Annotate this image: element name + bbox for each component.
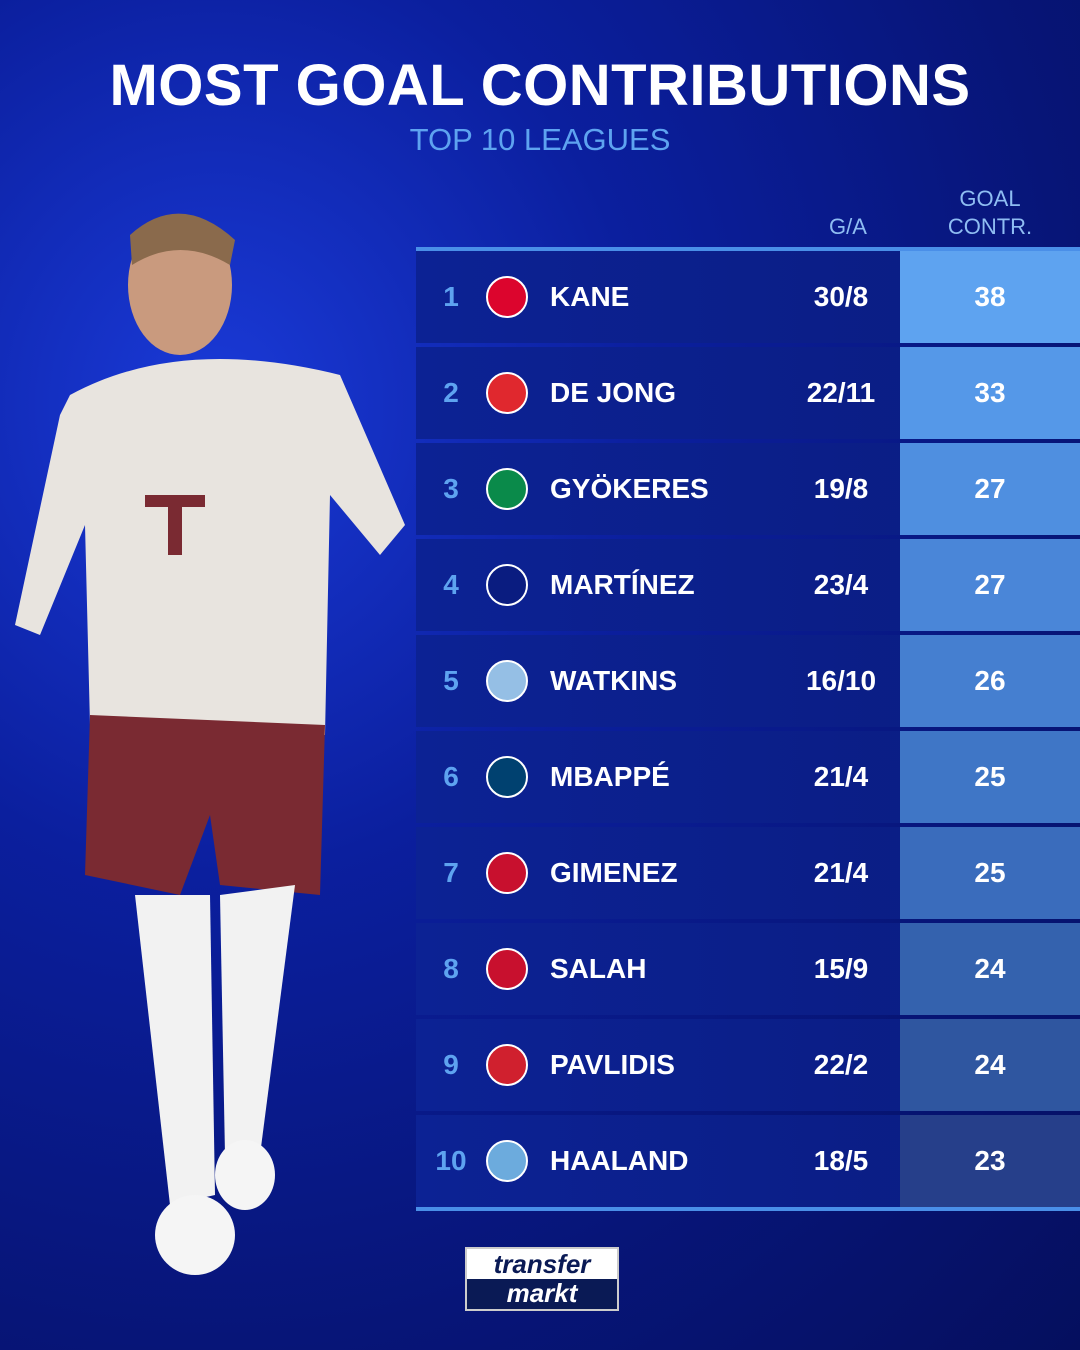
column-header-goal-contr: GOAL CONTR.	[900, 185, 1080, 241]
player-name: HAALAND	[550, 1145, 689, 1176]
goal-contributions: 27	[900, 539, 1080, 631]
player-name: SALAH	[550, 953, 647, 984]
table-row: 6 MBAPPÉ 21/4 25	[416, 731, 1080, 823]
logo-text-line1: transfer	[467, 1249, 617, 1279]
player-name: MBAPPÉ	[550, 761, 670, 792]
table-row: 10 HAALAND 18/5 23	[416, 1115, 1080, 1207]
rank: 8	[443, 953, 459, 984]
goals-assists: 22/2	[813, 1049, 869, 1080]
goal-contributions: 24	[900, 1019, 1080, 1111]
goal-contributions: 27	[900, 443, 1080, 535]
club-crest-icon	[486, 564, 528, 606]
table-row: 7 GIMENEZ 21/4 25	[416, 827, 1080, 919]
rank: 6	[443, 761, 459, 792]
table-row: 5 WATKINS 16/10 26	[416, 635, 1080, 727]
page-subtitle: TOP 10 LEAGUES	[409, 122, 671, 157]
table-top-divider	[416, 247, 1080, 251]
ranking-table: 1 KANE 30/8 38 2 DE JONG 22/11 33 3 GYÖKERES 19/8 2…	[416, 247, 1080, 1211]
table-row: 4 MARTÍNEZ 23/4 27	[416, 539, 1080, 631]
goal-contributions: 33	[900, 347, 1080, 439]
player-name: GYÖKERES	[550, 473, 709, 504]
goals-assists: 19/8	[813, 473, 869, 504]
goal-contributions: 25	[900, 731, 1080, 823]
club-crest-icon	[486, 660, 528, 702]
goals-assists: 22/11	[806, 377, 876, 408]
rank: 10	[435, 1145, 467, 1176]
table-row: 8 SALAH 15/9 24	[416, 923, 1080, 1015]
goal-contributions: 26	[900, 635, 1080, 727]
page-title: MOST GOAL CONTRIBUTIONS	[109, 53, 971, 118]
goal-contributions: 23	[900, 1115, 1080, 1207]
goals-assists: 21/4	[813, 857, 869, 888]
club-crest-icon	[486, 1140, 528, 1182]
goals-assists: 16/10	[805, 665, 877, 696]
logo-text-line2: markt	[506, 1278, 578, 1308]
player-name: DE JONG	[550, 377, 677, 408]
goals-assists: 21/4	[813, 761, 869, 792]
rank: 1	[443, 281, 459, 312]
club-crest-icon	[486, 372, 528, 414]
goals-assists: 18/5	[813, 1145, 869, 1176]
goals-assists: 30/8	[813, 281, 869, 312]
table-row: 3 GYÖKERES 19/8 27	[416, 443, 1080, 535]
player-name: KANE	[550, 281, 630, 312]
rank: 7	[443, 857, 459, 888]
goal-contributions: 25	[900, 827, 1080, 919]
club-crest-icon	[486, 1044, 528, 1086]
player-name: WATKINS	[550, 665, 678, 696]
club-crest-icon	[486, 756, 528, 798]
rank: 3	[443, 473, 459, 504]
goal-contributions: 38	[900, 251, 1080, 343]
table-row: 9 PAVLIDIS 22/2 24	[416, 1019, 1080, 1111]
player-photo	[15, 213, 405, 1275]
goal-contributions: 24	[900, 923, 1080, 1015]
club-crest-icon	[486, 852, 528, 894]
goals-assists: 23/4	[813, 569, 869, 600]
player-name: MARTÍNEZ	[550, 569, 695, 600]
column-header-goal-contr-line1: GOAL	[959, 186, 1021, 211]
column-header-ga: G/A	[829, 214, 867, 239]
transfermarkt-logo: transfer markt	[465, 1247, 619, 1311]
table-row: 1 KANE 30/8 38	[416, 251, 1080, 343]
table-row: 2 DE JONG 22/11 33	[416, 347, 1080, 439]
column-header-goal-contr-line2: CONTR.	[947, 214, 1033, 239]
rank: 2	[443, 377, 459, 408]
rank: 5	[443, 665, 459, 696]
club-crest-icon	[486, 948, 528, 990]
rank: 4	[443, 569, 459, 600]
club-crest-icon	[486, 468, 528, 510]
table-bottom-divider	[416, 1207, 1080, 1211]
club-crest-icon	[486, 276, 528, 318]
player-name: PAVLIDIS	[550, 1049, 675, 1080]
goals-assists: 15/9	[813, 953, 869, 984]
rank: 9	[443, 1049, 459, 1080]
player-name: GIMENEZ	[550, 857, 678, 888]
